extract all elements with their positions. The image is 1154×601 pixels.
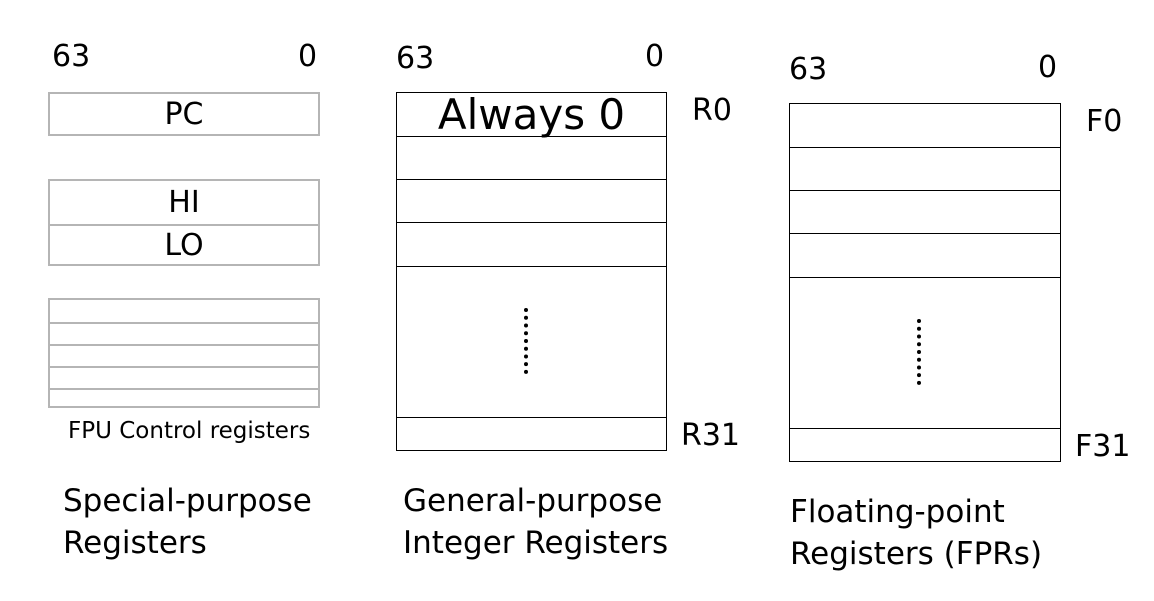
fp-register-file — [789, 103, 1061, 462]
r31-register — [397, 417, 666, 449]
lo-register-label: LO — [50, 224, 318, 264]
fpu-control-register-5 — [50, 388, 318, 406]
r0-label: R0 — [692, 93, 732, 128]
fpu-control-registers — [48, 298, 320, 408]
fp-ellipsis-dots — [917, 319, 921, 385]
floating-bit-low-label: 0 — [1038, 50, 1058, 85]
floating-caption-line1: Floating-point — [790, 494, 1005, 530]
floating-bit-high-label: 63 — [789, 52, 828, 87]
f2-register — [790, 190, 1060, 233]
fpu-control-register-1 — [50, 300, 318, 322]
pc-register-label: PC — [164, 96, 204, 132]
general-bit-high-label: 63 — [396, 41, 435, 76]
fpu-control-register-2 — [50, 322, 318, 344]
floating-point-caption: Floating-point Registers (FPRs) — [790, 491, 1042, 575]
general-caption-line1: General-purpose — [403, 483, 663, 519]
integer-register-file: Always 0 — [396, 90, 667, 451]
f3-register — [790, 233, 1060, 277]
general-caption-line2: Integer Registers — [403, 525, 669, 561]
fp-registers-ellipsis-area — [790, 277, 1060, 428]
special-purpose-caption: Special-purpose Registers — [63, 480, 312, 564]
hi-register-label: HI — [168, 185, 200, 220]
general-purpose-caption: General-purpose Integer Registers — [403, 480, 668, 564]
r31-label: R31 — [681, 418, 741, 453]
f0-register — [790, 104, 1060, 147]
f1-register — [790, 147, 1060, 190]
fpu-control-register-4 — [50, 366, 318, 388]
general-bit-low-label: 0 — [645, 39, 665, 74]
r0-register: Always 0 — [437, 90, 626, 139]
integer-ellipsis-dots — [524, 308, 528, 374]
integer-registers-ellipsis-area — [397, 266, 666, 417]
f31-register — [790, 428, 1060, 460]
hi-lo-registers: HI LO — [48, 179, 320, 266]
special-bit-high-label: 63 — [52, 39, 91, 74]
fpu-control-label: FPU Control registers — [68, 418, 311, 444]
special-caption-line1: Special-purpose — [63, 483, 312, 519]
f31-label: F31 — [1075, 429, 1131, 464]
r2-register — [397, 179, 666, 222]
r1-register — [397, 136, 666, 179]
r3-register — [397, 222, 666, 266]
floating-caption-line2: Registers (FPRs) — [790, 536, 1043, 572]
special-caption-line2: Registers — [63, 525, 207, 561]
special-bit-low-label: 0 — [298, 39, 318, 74]
pc-register: PC — [48, 92, 320, 136]
f0-label: F0 — [1086, 104, 1123, 139]
fpu-control-register-3 — [50, 344, 318, 366]
